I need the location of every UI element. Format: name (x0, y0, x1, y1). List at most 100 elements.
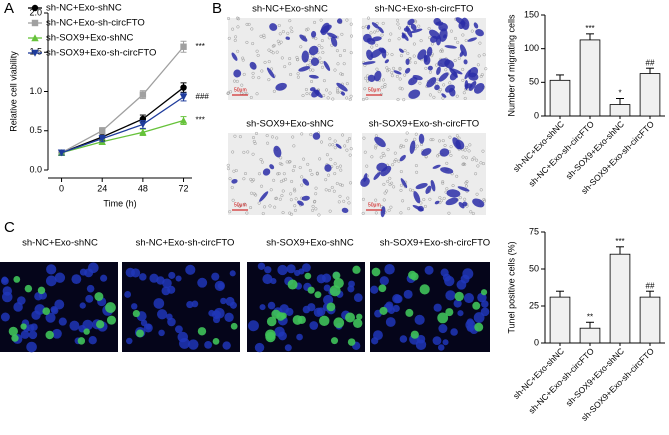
pore (335, 181, 339, 186)
nucleus (54, 299, 65, 310)
nucleus (45, 275, 57, 287)
micrograph (247, 262, 365, 353)
cell (275, 82, 287, 91)
pore (235, 79, 239, 83)
cell (473, 22, 479, 29)
nucleus (415, 339, 427, 351)
pore (373, 30, 377, 34)
pore (381, 151, 385, 155)
pore (379, 155, 383, 159)
pore (386, 179, 390, 183)
tunel-cell (356, 313, 363, 320)
cell (393, 70, 402, 75)
pore (328, 143, 332, 147)
pore (251, 71, 255, 75)
pore (278, 197, 282, 201)
pore (398, 26, 402, 30)
pore (461, 67, 465, 71)
pore (300, 175, 304, 179)
nucleus (86, 284, 95, 293)
y-tick-label: 0 (534, 337, 539, 347)
legend-marker (31, 49, 39, 57)
tunel-cell (266, 316, 277, 327)
tunel-cell (106, 315, 117, 325)
nucleus (379, 276, 389, 286)
pore (330, 185, 334, 189)
tunel-cell (197, 327, 207, 336)
nucleus (50, 305, 58, 313)
pore (468, 143, 472, 147)
pore (245, 211, 249, 215)
legend-marker (31, 19, 39, 27)
pore (345, 82, 349, 86)
data-point (139, 91, 147, 98)
pore (255, 49, 259, 53)
tunel-cell (437, 312, 449, 324)
pore (257, 76, 261, 80)
pore (374, 211, 378, 215)
nucleus (167, 317, 176, 327)
pore (260, 160, 264, 164)
pore (345, 96, 349, 100)
cell (309, 87, 316, 92)
pore (290, 179, 294, 184)
pore (228, 177, 232, 181)
panel-label: C (4, 219, 15, 236)
pore (238, 204, 242, 208)
pore (317, 43, 321, 48)
pore (440, 49, 444, 53)
nucleus (414, 314, 425, 325)
pore (390, 181, 394, 185)
tunel-cell (474, 322, 484, 332)
pore (293, 208, 297, 212)
pore (335, 165, 339, 169)
nucleus (445, 290, 456, 301)
data-point (57, 149, 66, 157)
nucleus (224, 312, 234, 322)
pore (300, 183, 304, 187)
cell (472, 198, 485, 208)
pore (252, 139, 256, 143)
pore (336, 90, 340, 94)
cell (464, 79, 469, 91)
pore (392, 185, 396, 189)
x-axis-label: Time (h) (103, 198, 136, 208)
cell (301, 50, 309, 63)
nucleus (28, 330, 38, 340)
pore (387, 68, 391, 72)
pore (399, 211, 403, 215)
nucleus (264, 266, 272, 274)
pore (254, 193, 258, 197)
pore (482, 197, 486, 202)
pore (383, 85, 387, 89)
pore (320, 60, 324, 65)
pore (267, 78, 271, 82)
cell (399, 154, 406, 162)
tunel-cell (24, 284, 33, 293)
nucleus (79, 268, 87, 276)
pore (403, 73, 407, 77)
series-line (61, 119, 184, 154)
pore (390, 53, 394, 57)
nucleus (262, 274, 273, 285)
pore (253, 141, 257, 146)
pore (270, 67, 274, 71)
pore (348, 97, 352, 102)
pore (281, 189, 285, 193)
pore (455, 174, 459, 178)
cell (301, 195, 310, 201)
pore (226, 163, 230, 167)
pore (241, 58, 245, 62)
cell (450, 68, 463, 75)
pore (251, 42, 255, 46)
cell (370, 48, 383, 58)
pore (329, 157, 333, 161)
cell (233, 69, 242, 78)
pore (381, 21, 385, 25)
pore (428, 197, 432, 201)
nucleus (284, 344, 292, 352)
nucleus (298, 268, 305, 275)
pore (306, 162, 310, 166)
pore (366, 16, 371, 20)
nucleus (46, 264, 57, 275)
